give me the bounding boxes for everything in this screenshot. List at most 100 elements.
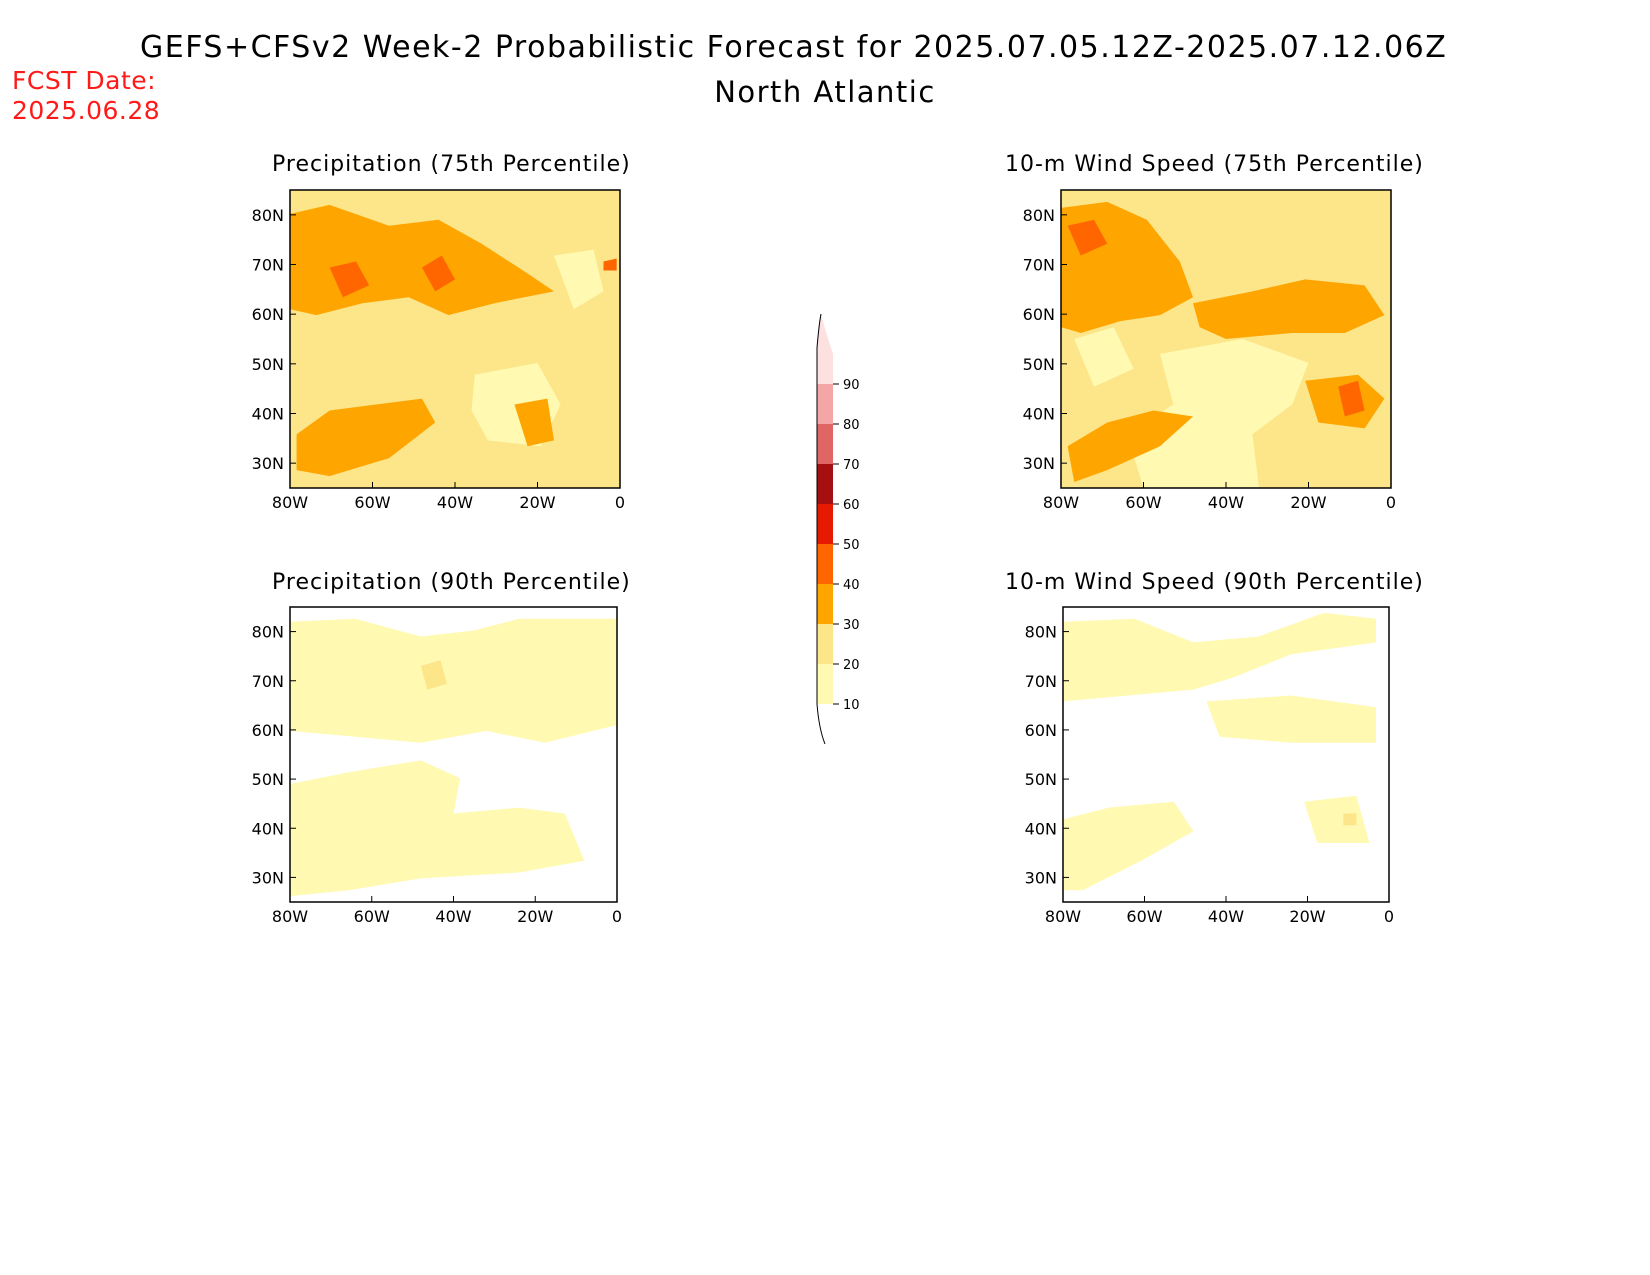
coastline — [1061, 267, 1153, 470]
lon-tick-label: 40W — [437, 493, 473, 512]
colorbar-segment — [817, 504, 833, 544]
coastline — [1298, 684, 1337, 702]
contour-fill — [422, 255, 455, 292]
coastline — [1299, 267, 1339, 285]
coastline — [561, 399, 617, 488]
colorbar-label: 70 — [843, 458, 860, 473]
lon-tick-label: 60W — [354, 493, 390, 512]
lat-tick-label: 40N — [252, 405, 284, 424]
lon-tick-label: 0 — [615, 493, 625, 512]
coastline — [323, 196, 574, 315]
colorbar-segment — [817, 464, 833, 504]
lon-tick-label: 20W — [1289, 907, 1325, 926]
panel-title-wind-90: 10-m Wind Speed (90th Percentile) — [1005, 570, 1424, 595]
lon-tick-label: 80W — [1043, 493, 1079, 512]
contour-fill — [1206, 695, 1376, 743]
coastline — [528, 267, 568, 285]
lon-tick-label: 20W — [519, 493, 555, 512]
lat-tick-label: 80N — [1025, 623, 1057, 642]
colorbar-label: 20 — [843, 658, 860, 673]
lat-tick-label: 70N — [252, 672, 284, 691]
colorbar-label: 50 — [843, 538, 860, 553]
coastline — [1094, 196, 1345, 315]
lat-tick-label: 50N — [252, 355, 284, 374]
lat-tick-label: 70N — [252, 256, 284, 275]
coastline — [594, 339, 617, 369]
lon-tick-label: 40W — [1208, 493, 1244, 512]
coastline — [1363, 755, 1386, 785]
lon-tick-label: 0 — [1386, 493, 1396, 512]
contour-fill — [1127, 339, 1309, 488]
coastline — [1063, 684, 1154, 885]
lon-tick-label: 80W — [1045, 907, 1081, 926]
contour-fill — [554, 249, 604, 310]
coastline — [290, 267, 382, 470]
colorbar-segment — [817, 624, 833, 664]
fcst-date-value: 2025.06.28 — [12, 96, 161, 125]
contour-fill — [1304, 795, 1370, 843]
coastline — [525, 684, 564, 702]
colorbar-label: 30 — [843, 618, 860, 633]
lat-tick-label: 40N — [252, 819, 284, 838]
panel-title-precip-90: Precipitation (90th Percentile) — [272, 570, 631, 595]
contour-fill — [296, 398, 436, 477]
map-panel-0: 80N 70N 60N 50N 40N 30N 80W 60W 40W 20W 0 — [252, 189, 625, 512]
colorbar-segment — [817, 384, 833, 424]
colorbar-label: 40 — [843, 578, 860, 593]
contour-fill — [603, 258, 617, 271]
coastline — [1365, 339, 1388, 369]
contour-fill — [420, 660, 447, 690]
lat-tick-label: 60N — [252, 305, 284, 324]
panel-title-wind-75: 10-m Wind Speed (75th Percentile) — [1005, 152, 1424, 177]
lat-tick-label: 40N — [1023, 405, 1055, 424]
colorbar-segment — [817, 314, 833, 384]
coastline — [591, 755, 614, 785]
coastline — [584, 778, 604, 802]
contour-fill — [290, 618, 617, 743]
lat-tick-label: 30N — [252, 454, 284, 473]
lat-tick-label: 30N — [1023, 454, 1055, 473]
coastline — [323, 613, 572, 731]
lat-tick-label: 60N — [1023, 305, 1055, 324]
lat-tick-label: 70N — [1023, 256, 1055, 275]
contour-fill — [1067, 410, 1193, 483]
lat-tick-label: 60N — [252, 721, 284, 740]
contour-fill — [1074, 327, 1134, 387]
lat-tick-label: 50N — [1023, 355, 1055, 374]
coastline — [587, 363, 607, 387]
lat-tick-label: 70N — [1025, 672, 1057, 691]
coastline — [1356, 778, 1376, 802]
colorbar-label: 10 — [843, 698, 860, 713]
colorbar-label: 80 — [843, 418, 860, 433]
coastline — [558, 814, 614, 903]
lon-tick-label: 60W — [1126, 907, 1162, 926]
lat-tick-label: 80N — [252, 623, 284, 642]
contour-fill — [1063, 612, 1376, 702]
lat-tick-label: 80N — [1023, 206, 1055, 225]
lon-tick-label: 60W — [1125, 493, 1161, 512]
lat-tick-label: 30N — [252, 868, 284, 887]
coastline — [1358, 363, 1378, 387]
lat-tick-label: 60N — [1025, 721, 1057, 740]
contour-fill — [329, 261, 370, 298]
colorbar-segment — [817, 424, 833, 464]
map-panel-1: 80N 70N 60N 50N 40N 30N 80W 60W 40W 20W 0 — [1023, 189, 1396, 512]
colorbar-label: 60 — [843, 498, 860, 513]
contour-fill — [290, 760, 585, 897]
lon-tick-label: 20W — [1290, 493, 1326, 512]
region-subtitle: North Atlantic — [714, 75, 936, 109]
colorbar-segment — [817, 544, 833, 584]
lat-tick-label: 50N — [252, 770, 284, 789]
lon-tick-label: 0 — [1384, 907, 1394, 926]
contour-fill — [1343, 813, 1357, 826]
contour-fill — [1063, 801, 1194, 891]
coastline — [1332, 399, 1388, 488]
colorbar-label: 90 — [843, 378, 860, 393]
lat-tick-label: 40N — [1025, 819, 1057, 838]
lon-tick-label: 0 — [612, 907, 622, 926]
lat-tick-label: 30N — [1025, 868, 1057, 887]
fcst-date-label: FCST Date: — [12, 66, 157, 95]
map-panel-2: 80N 70N 60N 50N 40N 30N 80W 60W 40W 20W 0 — [252, 606, 622, 926]
colorbar-segment — [817, 584, 833, 624]
